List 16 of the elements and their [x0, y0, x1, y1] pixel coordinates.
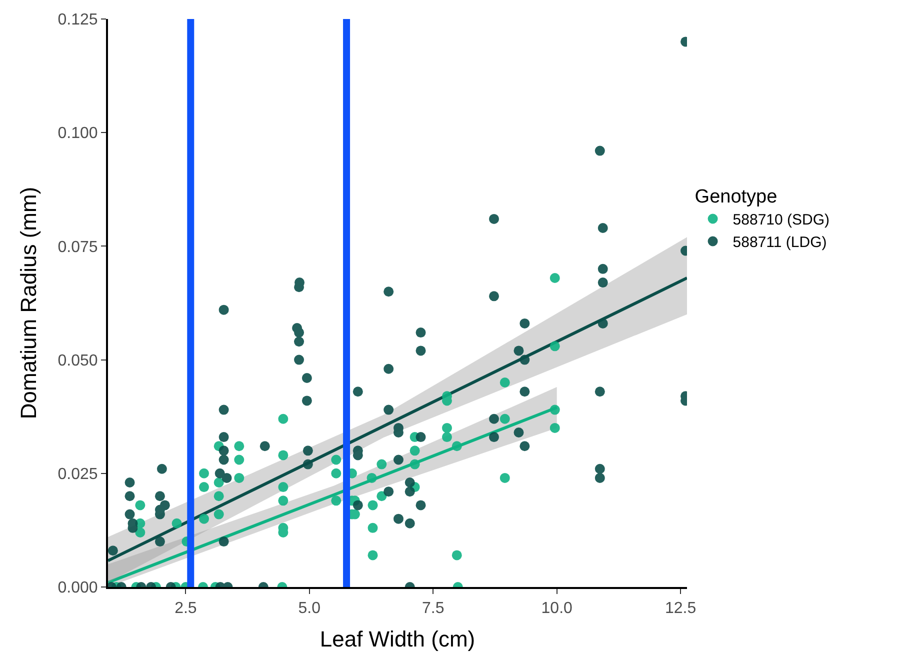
y-tick-label: 0.075: [58, 238, 98, 256]
legend-label: 588710 (SDG): [732, 212, 830, 229]
x-tick-label: 2.5: [174, 600, 197, 618]
x-tick-label: 10.0: [541, 600, 573, 618]
y-tick-label: 0.000: [58, 580, 98, 597]
x-tick-label: 5.0: [298, 600, 321, 618]
x-tick-label: 7.5: [422, 600, 444, 618]
x-tick-label: 12.5: [665, 600, 696, 618]
legend-title: Genotype: [694, 186, 778, 208]
x-axis-title: Leaf Width (cm): [320, 626, 476, 652]
y-tick-label: 0.025: [58, 466, 98, 483]
y-tick-label: 0.100: [58, 125, 98, 142]
y-tick-label: 0.125: [58, 12, 98, 29]
legend-label: 588711 (LDG): [732, 234, 827, 252]
y-axis-title: Domatium Radius (mm): [16, 186, 42, 420]
y-tick-label: 0.050: [58, 352, 98, 370]
